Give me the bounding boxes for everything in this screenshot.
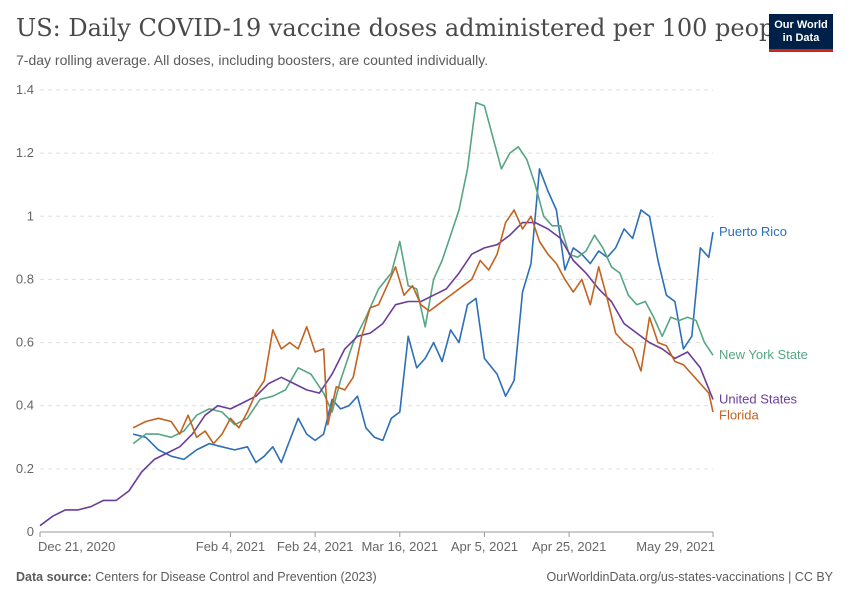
y-tick-label: 0.6: [16, 335, 34, 350]
x-tick-label: Feb 4, 2021: [196, 539, 265, 554]
x-tick-label: Dec 21, 2020: [38, 539, 115, 554]
series-line: [39, 221, 714, 527]
x-tick-label: Mar 16, 2021: [361, 539, 438, 554]
data-source-label: Data source:: [16, 570, 92, 584]
x-tick-label: Apr 25, 2021: [532, 539, 606, 554]
chart-title: US: Daily COVID-19 vaccine doses adminis…: [16, 14, 797, 42]
owid-logo[interactable]: Our World in Data: [769, 14, 833, 52]
logo-line-2: in Data: [782, 32, 820, 44]
footer-link[interactable]: OurWorldinData.org/us-states-vaccination…: [546, 570, 833, 584]
series-label: United States: [719, 391, 798, 406]
x-tick-label: Apr 5, 2021: [451, 539, 518, 554]
y-tick-label: 0.2: [16, 461, 34, 476]
data-source-text: Centers for Disease Control and Preventi…: [95, 570, 377, 584]
series-label: New York State: [719, 347, 808, 362]
series-line: [132, 101, 714, 445]
x-tick-label: May 29, 2021: [636, 539, 715, 554]
y-tick-label: 0.4: [16, 398, 34, 413]
logo-line-1: Our World: [774, 19, 828, 31]
y-tick-label: 1.4: [16, 82, 34, 97]
series-line: [132, 168, 714, 464]
series-line: [132, 209, 714, 445]
x-tick-label: Feb 24, 2021: [277, 539, 354, 554]
y-tick-label: 1.2: [16, 145, 34, 160]
y-tick-label: 0.8: [16, 271, 34, 286]
y-tick-label: 0: [27, 524, 34, 539]
y-tick-label: 1: [27, 208, 34, 223]
series-label: Florida: [719, 407, 760, 422]
series-label: Puerto Rico: [719, 224, 787, 239]
line-chart: 0 0.2 0.4 0.6 0.8 1 1.2 1.4 Dec 21, 2020 Feb 4, 2…: [16, 82, 808, 554]
chart-subtitle: 7-day rolling average. All doses, includ…: [16, 52, 489, 68]
data-source: Data source: Centers for Disease Control…: [16, 570, 377, 584]
